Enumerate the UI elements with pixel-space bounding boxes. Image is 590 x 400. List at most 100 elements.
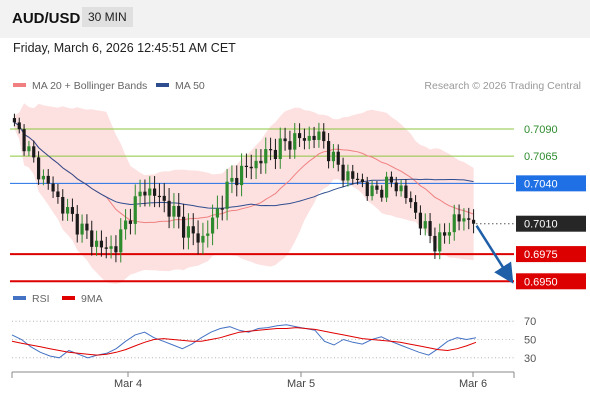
candle-body: [423, 221, 427, 229]
candle-body: [162, 195, 166, 201]
price-levels: [10, 128, 514, 283]
candle-body: [438, 232, 442, 252]
candle-body: [167, 200, 171, 217]
candle-body: [138, 191, 142, 197]
candle-body: [288, 141, 292, 150]
candle-body: [196, 233, 200, 243]
credit-label: Research © 2026 Trading Central: [424, 80, 581, 92]
candle-body: [264, 149, 268, 164]
rsi-line: [11, 324, 477, 359]
rsi-legend-label: RSI: [32, 293, 50, 305]
rsi-swatch: [13, 296, 26, 301]
forecast-arrow: [475, 225, 514, 284]
candle-body: [259, 160, 263, 164]
candle-body: [172, 205, 176, 217]
candle-body: [471, 219, 476, 224]
ma20-legend-label: MA 20 + Bollinger Bands: [32, 80, 148, 92]
candle-body: [215, 208, 220, 218]
candle-body: [457, 214, 461, 222]
candle-body: [322, 131, 326, 142]
level-label-bg: [516, 273, 586, 290]
candle-body: [273, 149, 278, 160]
candle-body: [452, 214, 456, 233]
candle-body: [331, 151, 336, 162]
current-price-label: 0.7010: [524, 219, 558, 231]
candle-body: [12, 118, 17, 123]
rsi-ma9-line: [11, 327, 477, 356]
candle-body: [297, 133, 302, 139]
candle-body: [384, 176, 389, 198]
candle-body: [36, 157, 41, 180]
candle-body: [75, 213, 79, 235]
candle-body: [181, 216, 186, 238]
candlesticks: [12, 113, 476, 263]
candle-body: [341, 164, 345, 181]
level-label-0.7065: 0.7065: [524, 151, 558, 163]
ma20-swatch: [13, 83, 26, 88]
candle-body: [442, 232, 447, 236]
candle-body: [210, 217, 215, 234]
candle-body: [302, 138, 307, 141]
candle-body: [447, 232, 452, 236]
candle-body: [268, 149, 273, 151]
timeframe-badge[interactable]: 30 MIN: [82, 7, 133, 27]
rsi-tick-30: 30: [524, 353, 536, 365]
candle-body: [27, 146, 31, 152]
datetime-label: Friday, March 6, 2026 12:45:51 AM CET: [13, 41, 236, 55]
ma50-line: [14, 121, 474, 209]
candle-body: [404, 185, 408, 199]
candle-body: [157, 195, 162, 198]
candle-body: [307, 135, 311, 141]
time-axis: Mar 4 Mar 5 Mar 6: [11, 371, 515, 390]
candle-body: [119, 229, 123, 253]
candle-body: [41, 175, 46, 180]
candle-body: [360, 179, 365, 183]
candle-body: [230, 177, 234, 182]
candle-body: [133, 196, 137, 224]
ma20-legend: MA 20 + Bollinger Bands: [13, 80, 147, 92]
ma9-swatch: [62, 296, 75, 301]
candle-body: [109, 246, 113, 249]
candle-body: [355, 178, 360, 181]
candle-body: [389, 176, 394, 183]
candle-body: [191, 226, 195, 234]
candle-body: [399, 185, 403, 192]
current-price-label-bg: [516, 215, 586, 232]
candle-body: [46, 175, 50, 184]
candle-body: [85, 223, 89, 231]
candle-body: [70, 207, 75, 214]
candle-body: [128, 220, 133, 224]
rsi-tick-50: 50: [524, 335, 536, 347]
candle-body: [220, 208, 224, 210]
ma9-legend: 9MA: [62, 293, 103, 305]
candle-body: [65, 207, 70, 214]
candle-body: [370, 185, 374, 197]
candle-body: [56, 191, 60, 197]
candle-body: [90, 230, 94, 247]
candle-body: [462, 218, 466, 222]
ma50-legend-label: MA 50: [175, 80, 205, 92]
candle-body: [312, 135, 316, 140]
candle-body: [317, 131, 321, 140]
candle-body: [293, 133, 297, 150]
bollinger-bands: [14, 103, 474, 284]
ma9-legend-label: 9MA: [81, 293, 103, 305]
candle-body: [225, 181, 229, 209]
price-level-labels: 0.7090 0.7065 0.7040 0.6975 0.6950 0.7010: [516, 124, 586, 290]
symbol-label: AUD/USD: [12, 10, 81, 27]
level-label-0.6975: 0.6975: [524, 249, 558, 261]
candle-body: [365, 182, 369, 197]
candle-body: [244, 165, 249, 167]
candle-body: [99, 240, 104, 248]
candle-body: [283, 138, 287, 142]
x-tick-label: Mar 6: [459, 378, 487, 390]
bollinger-band-area: [14, 103, 474, 284]
candle-body: [143, 191, 147, 196]
level-label-0.7090: 0.7090: [524, 124, 558, 136]
candle-body: [326, 141, 331, 162]
candle-body: [467, 218, 471, 220]
x-tick-label: Mar 5: [287, 378, 315, 390]
candle-body: [375, 185, 379, 190]
candle-body: [123, 220, 128, 230]
